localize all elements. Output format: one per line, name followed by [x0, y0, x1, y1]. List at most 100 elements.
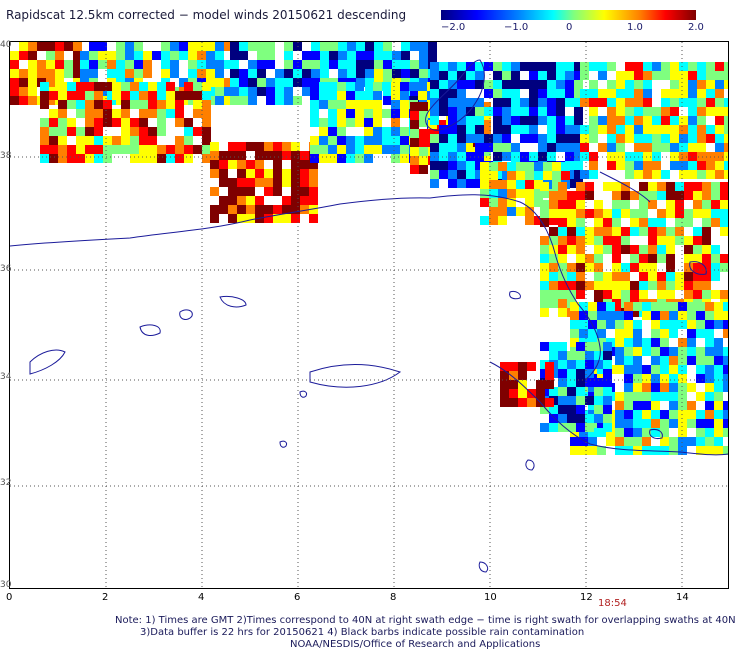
wind-cell	[603, 369, 612, 378]
wind-cell	[520, 80, 529, 89]
wind-cell	[121, 109, 130, 118]
wind-cell	[670, 89, 679, 98]
wind-cell	[624, 419, 633, 428]
wind-cell	[284, 69, 293, 78]
wind-cell	[711, 272, 720, 281]
wind-cell	[319, 127, 328, 136]
wind-cell	[228, 196, 237, 205]
wind-cell	[157, 118, 166, 127]
coastline-islet-8	[509, 291, 521, 300]
wind-cell	[80, 69, 89, 78]
wind-cell	[282, 205, 291, 214]
wind-cell	[624, 428, 633, 437]
wind-cell	[320, 69, 329, 78]
wind-cell	[660, 338, 669, 347]
wind-cell	[130, 145, 139, 154]
wind-cell	[184, 136, 193, 145]
wind-cell	[639, 290, 648, 299]
wind-cell	[585, 236, 594, 245]
wind-cell	[679, 71, 688, 80]
wind-cell	[337, 91, 346, 100]
wind-cell	[58, 109, 67, 118]
wind-cell	[224, 87, 233, 96]
wind-cell	[579, 428, 588, 437]
wind-cell	[616, 152, 625, 161]
wind-cell	[624, 410, 633, 419]
wind-cell	[549, 200, 558, 209]
wind-cell	[598, 89, 607, 98]
wind-cell	[338, 60, 347, 69]
wind-cell	[576, 254, 585, 263]
wind-cell	[594, 209, 603, 218]
wind-cell	[696, 428, 705, 437]
wind-cell	[475, 62, 484, 71]
wind-cell	[46, 96, 55, 105]
wind-cell	[657, 281, 666, 290]
wind-cell	[624, 338, 633, 347]
wind-cell	[302, 87, 311, 96]
wind-cell	[291, 142, 300, 151]
wind-cell	[130, 100, 139, 109]
wind-cell	[612, 218, 621, 227]
wind-cell	[576, 200, 585, 209]
wind-cell	[603, 378, 612, 387]
wind-cell	[28, 78, 37, 87]
wind-cell	[311, 69, 320, 78]
wind-cell	[246, 196, 255, 205]
wind-cell	[688, 134, 697, 143]
wind-cell	[612, 263, 621, 272]
wind-cell	[511, 62, 520, 71]
wind-cell	[428, 42, 437, 51]
wind-cell	[574, 80, 583, 89]
wind-cell	[603, 236, 612, 245]
wind-cell	[549, 405, 558, 414]
wind-cell	[246, 214, 255, 223]
wind-cell	[224, 42, 233, 51]
wind-cell	[107, 51, 116, 60]
wind-cell	[418, 118, 427, 127]
wind-cell	[493, 80, 502, 89]
wind-cell	[723, 329, 728, 338]
wind-cell	[475, 161, 484, 170]
wind-cell	[193, 145, 202, 154]
wind-cell	[666, 254, 675, 263]
wind-cell	[85, 145, 94, 154]
wind-cell	[400, 91, 409, 100]
wind-cell	[598, 98, 607, 107]
wind-cell	[688, 125, 697, 134]
wind-cell	[720, 254, 728, 263]
wind-cell	[687, 356, 696, 365]
wind-cell	[545, 362, 554, 371]
wind-cell	[684, 218, 693, 227]
wind-cell	[28, 42, 37, 51]
wind-cell	[549, 342, 558, 351]
wind-cell	[576, 272, 585, 281]
colorbar-label-pos1: 1.0	[627, 22, 643, 33]
wind-cell	[621, 227, 630, 236]
wind-cell	[98, 60, 107, 69]
wind-cell	[616, 125, 625, 134]
wind-cell	[103, 118, 112, 127]
wind-cell	[291, 187, 300, 196]
wind-cell	[660, 311, 669, 320]
wind-cell	[675, 200, 684, 209]
wind-cell	[76, 145, 85, 154]
wind-cell	[543, 189, 552, 198]
wind-cell	[567, 423, 576, 432]
wind-cell	[507, 180, 516, 189]
wind-cell	[570, 428, 579, 437]
wind-cell	[615, 428, 624, 437]
wind-cell	[621, 245, 630, 254]
wind-cell	[85, 109, 94, 118]
wind-cell	[457, 107, 466, 116]
wind-cell	[373, 91, 382, 100]
wind-cell	[246, 169, 255, 178]
wind-cell	[589, 116, 598, 125]
wind-cell	[255, 196, 264, 205]
wind-cell	[527, 362, 536, 371]
wind-cell	[723, 410, 728, 419]
wind-cell	[161, 51, 170, 60]
wind-cell	[475, 179, 484, 188]
wind-cell	[651, 320, 660, 329]
wind-cell	[534, 162, 543, 171]
